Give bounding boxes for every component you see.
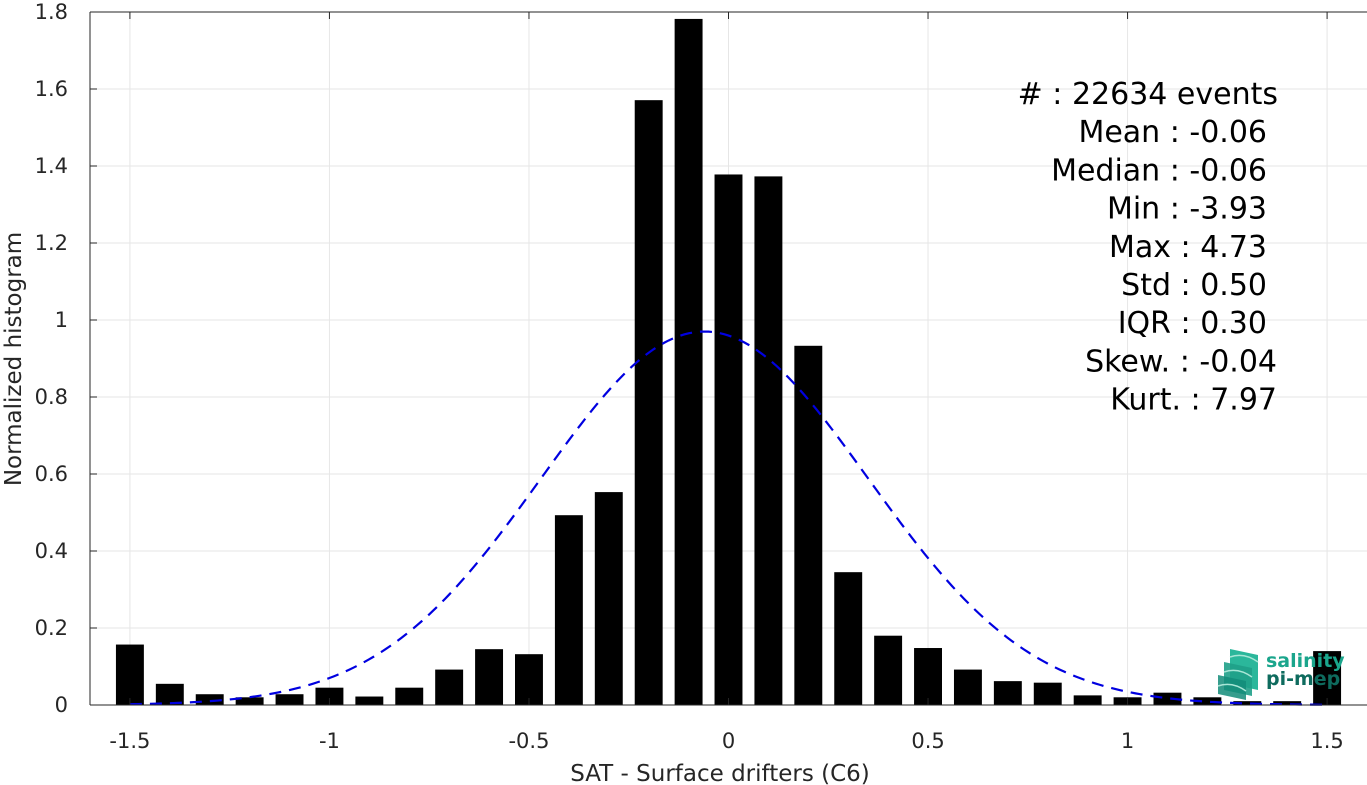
histogram-bar [395, 687, 424, 705]
histogram-bar [834, 572, 863, 705]
histogram-bar [115, 644, 144, 705]
y-tick-label: 1.2 [35, 231, 68, 255]
histogram-bar [674, 18, 703, 706]
stat-line: Mean : -0.06 [1078, 115, 1267, 150]
axes-frame [89, 11, 1367, 706]
histogram-bar [435, 669, 464, 705]
histogram-bar [235, 697, 264, 705]
y-tick-label: 0.6 [35, 462, 68, 486]
histogram-bar [1153, 692, 1182, 705]
stat-line: IQR : 0.30 [1118, 306, 1267, 341]
stat-line: Kurt. : 7.97 [1110, 383, 1277, 418]
y-tick-label: 0.8 [35, 385, 68, 409]
y-tick-label: 0.2 [35, 616, 68, 640]
histogram-bar [634, 100, 663, 706]
y-tick-label: 1 [55, 308, 68, 332]
histogram-bar [1233, 701, 1262, 705]
histogram-bar [1073, 695, 1102, 705]
stat-line: Median : -0.06 [1051, 153, 1267, 188]
histogram-bar [714, 174, 743, 706]
histogram-bar [794, 345, 823, 705]
histogram-bar [914, 648, 942, 705]
stat-line: Min : -3.93 [1107, 192, 1267, 227]
histogram-bar [754, 176, 783, 705]
stat-line: Skew. : -0.04 [1085, 344, 1277, 379]
logo-text-salinity: salinity [1266, 650, 1345, 672]
y-tick-labels: 0 0.2 0.4 0.6 0.8 1 1.2 1.4 1.6 1.8 [35, 0, 68, 717]
histogram-bar [315, 687, 344, 705]
histogram-bar [953, 669, 982, 705]
stat-line: Max : 4.73 [1109, 230, 1267, 265]
histogram-bar [1313, 651, 1342, 705]
histogram-bar [195, 694, 224, 705]
histogram-bars [115, 18, 1342, 706]
logo-icon [1217, 649, 1259, 700]
x-tick-label: 0 [722, 729, 735, 753]
y-axis-label: Normalized histogram [1, 232, 27, 486]
stat-line: # : 22634 events [1018, 77, 1278, 112]
x-tick-label: -0.5 [508, 729, 549, 753]
histogram-bar [554, 515, 583, 705]
x-tick-label: 1 [1121, 729, 1134, 753]
histogram-bar [594, 492, 623, 705]
gaussian-fit-curve [129, 330, 1328, 706]
x-tick-label: -1 [319, 729, 340, 753]
histogram-bar [1273, 701, 1302, 705]
x-axis-label: SAT - Surface drifters (C6) [570, 761, 870, 785]
salinity-pi-mep-logo: salinity pi-mep [1217, 649, 1345, 700]
histogram-bar [1033, 682, 1062, 705]
x-tick-label: 1.5 [1310, 729, 1343, 753]
y-tick-label: 1.8 [35, 0, 68, 24]
histogram-bar [275, 694, 304, 705]
y-tick-label: 1.6 [35, 77, 68, 101]
histogram-bar [355, 696, 384, 705]
histogram-bar [515, 654, 543, 705]
x-tick-label: 0.5 [911, 729, 944, 753]
histogram-bar [874, 635, 903, 705]
logo-text-pi-mep: pi-mep [1266, 668, 1340, 690]
histogram-bar [155, 683, 184, 705]
stat-line: Std : 0.50 [1121, 268, 1267, 303]
y-tick-label: 1.4 [35, 154, 68, 178]
histogram-bar [993, 681, 1022, 705]
y-tick-label: 0 [55, 693, 68, 717]
x-tick-labels: -1.5 -1 -0.5 0 0.5 1 1.5 [109, 729, 1343, 753]
histogram-bar [1193, 697, 1222, 705]
histogram-bar [475, 649, 504, 705]
y-tick-label: 0.4 [35, 539, 68, 563]
x-tick-label: -1.5 [109, 729, 150, 753]
